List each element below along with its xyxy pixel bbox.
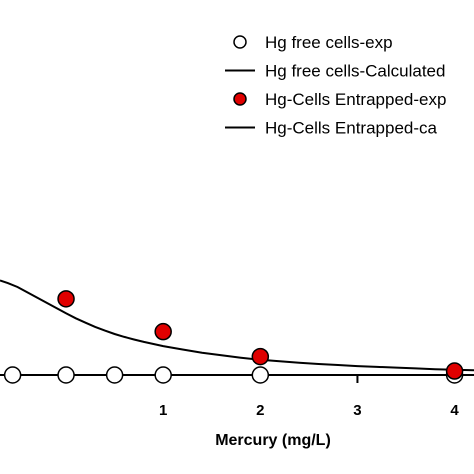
x-axis-title: Mercury (mg/L) <box>215 432 331 449</box>
legend-marker <box>233 35 247 49</box>
open-marker-point <box>251 366 270 384</box>
open-marker-point <box>3 366 22 384</box>
legend-label: Hg free cells-exp <box>265 33 393 52</box>
x-tick-label: 3 <box>353 402 361 419</box>
open-marker-point <box>57 366 75 384</box>
legend-label: Hg-Cells Entrapped-exp <box>265 90 446 109</box>
red-marker-point <box>154 322 172 341</box>
legend: Hg free cells-exp Hg free cells-Calculate… <box>225 33 446 138</box>
series-markers <box>3 290 464 384</box>
legend-label: Hg-Cells Entrapped-ca <box>265 119 438 138</box>
series-line-2 <box>0 279 474 372</box>
x-tick-label: 4 <box>450 402 459 419</box>
red-marker-point <box>251 347 270 366</box>
open-marker-point <box>105 366 124 384</box>
legend-label: Hg free cells-Calculated <box>265 62 445 81</box>
x-tick-label: 2 <box>256 402 264 419</box>
x-tick-label: 1 <box>159 402 167 419</box>
open-marker-point <box>154 366 172 384</box>
red-marker-point <box>445 362 464 380</box>
legend-marker <box>233 92 247 106</box>
red-marker-point <box>57 290 75 308</box>
